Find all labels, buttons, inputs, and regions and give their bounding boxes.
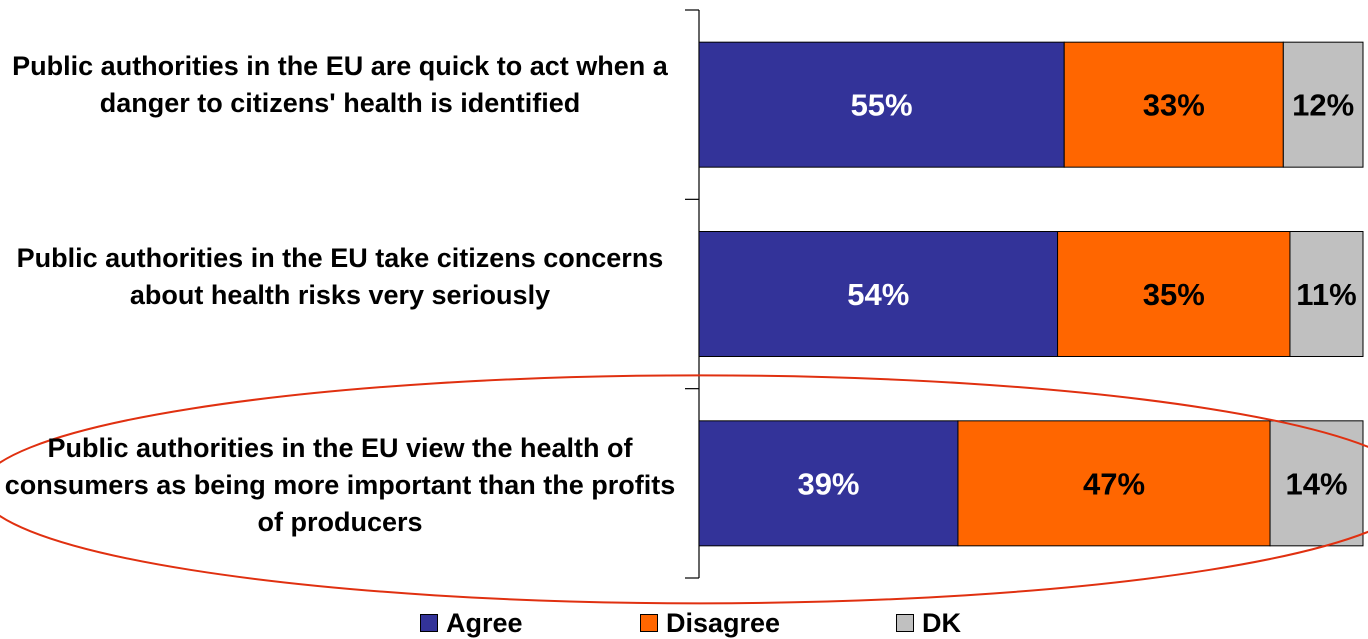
category-label-0: Public authorities in the EU are quick t… bbox=[12, 51, 668, 118]
bar-dk-0 bbox=[1282, 41, 1364, 168]
data-label-disagree-2: 47% bbox=[1083, 466, 1145, 501]
bar-agree-2 bbox=[698, 420, 959, 547]
legend-item-dk: DK bbox=[896, 608, 961, 638]
legend-item-agree: Agree bbox=[420, 608, 523, 638]
category-label-2: Public authorities in the EU view the he… bbox=[4, 433, 676, 537]
data-label-dk-2: 14% bbox=[1285, 466, 1347, 501]
data-label-disagree-1: 35% bbox=[1143, 277, 1205, 312]
legend-label-agree: Agree bbox=[446, 607, 523, 638]
agree-swatch bbox=[420, 614, 438, 632]
data-label-agree-0: 55% bbox=[851, 88, 913, 123]
bar-disagree-0 bbox=[1063, 41, 1284, 168]
dk-swatch bbox=[896, 614, 914, 632]
legend-label-dk: DK bbox=[922, 607, 961, 638]
data-label-disagree-0: 33% bbox=[1143, 88, 1205, 123]
data-label-agree-1: 54% bbox=[847, 277, 909, 312]
data-label-agree-2: 39% bbox=[797, 466, 859, 501]
bars-group: 55% 33% 12% 54% 35% 11% 39% 47% 14% bbox=[698, 41, 1364, 547]
legend-item-disagree: Disagree bbox=[640, 608, 780, 638]
category-axis bbox=[685, 9, 700, 579]
disagree-swatch bbox=[640, 614, 658, 632]
bar-dk-2 bbox=[1269, 420, 1364, 547]
legend-label-disagree: Disagree bbox=[666, 607, 781, 638]
data-label-dk-1: 11% bbox=[1296, 277, 1356, 312]
bar-agree-0 bbox=[698, 41, 1065, 168]
bar-disagree-2 bbox=[957, 420, 1271, 547]
data-label-dk-0: 12% bbox=[1292, 88, 1354, 123]
highlight-ellipse bbox=[0, 374, 1368, 605]
bar-dk-1 bbox=[1289, 231, 1364, 357]
category-label-1: Public authorities in the EU take citize… bbox=[16, 243, 664, 310]
